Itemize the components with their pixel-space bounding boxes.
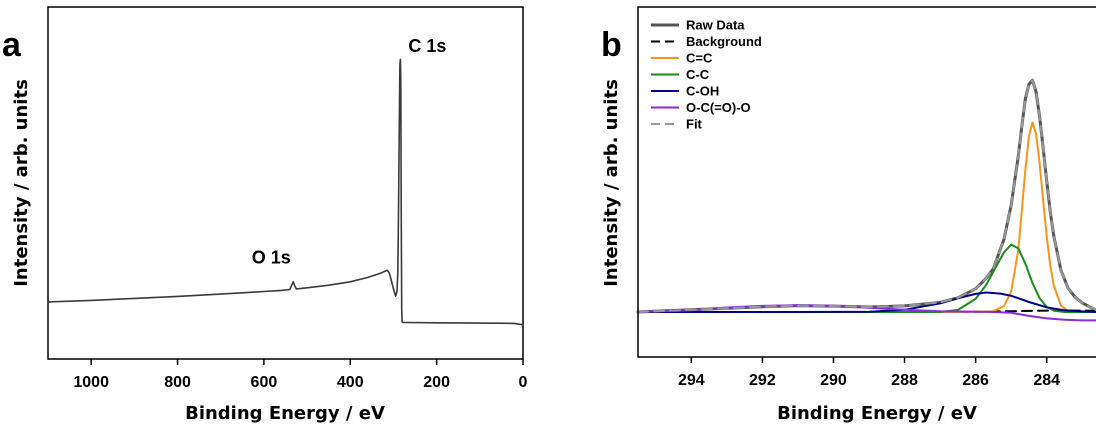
legend-label-c-c: C=C [686,51,713,66]
panel-b-x-tick-label-294: 294 [678,372,705,389]
panel-a-x-ticks: 1000 800 600 400 200 0 [73,359,528,391]
panel-a-series-line [47,58,524,326]
legend-label-fit: Fit [686,117,703,132]
panel-a-x-tick-label-1000: 1000 [73,374,109,391]
panel-b-x-tick-label-288: 288 [891,372,918,389]
panel-a-annotations: O 1s C 1s [252,36,447,267]
panel-a-x-axis-title: Binding Energy / eV [185,403,385,424]
panel-a-series [47,58,524,326]
panel-b-letter: b [601,26,622,64]
panel-b-x-tick-label-286: 286 [962,372,989,389]
panel-a-x-tick-label-200: 200 [423,374,450,391]
series-line-fit [637,79,1096,313]
panel-b-x-tick-label-292: 292 [749,372,776,389]
panel-a-x-tick-label-400: 400 [337,374,364,391]
panel-b-y-axis-title: Intensity / arb. units [601,79,622,287]
legend-label-raw-data: Raw Data [686,18,745,33]
panel-b-x-tick-label-290: 290 [820,372,847,389]
panel-b-x-ticks: 294 292 290 288 286 284 [678,357,1060,389]
legend-label-c-oh: C-OH [686,84,719,99]
series-line-c-oh [637,291,1096,313]
panel-b-series [636,78,1096,322]
legend-label-c-c: C-C [686,67,710,82]
panel-a-x-tick-label-600: 600 [251,374,278,391]
series-line-c-c [637,243,1096,313]
panel-b-x-axis-title: Binding Energy / eV [777,403,977,424]
annotation-c-1s: C 1s [408,36,446,56]
series-line-c-c [637,121,1096,313]
panel-b-plot-frame [637,6,1096,358]
panel-a-survey-spectrum: a 1000 800 600 400 200 0 O 1s C 1s Binding Ene… [2,6,528,424]
legend-label-o-c-o-o: O-C(=O)-O [686,100,751,115]
panel-a-x-tick-label-800: 800 [164,374,191,391]
panel-a-letter: a [2,26,22,64]
panel-a-plot-frame [47,6,524,360]
legend-label-background: Background [686,34,762,49]
annotation-o-1s: O 1s [252,247,291,267]
panel-a-x-tick-label-0: 0 [519,374,528,391]
panel-b-x-tick-label-284: 284 [1033,372,1060,389]
panel-a-y-axis-title: Intensity / arb. units [11,79,32,287]
